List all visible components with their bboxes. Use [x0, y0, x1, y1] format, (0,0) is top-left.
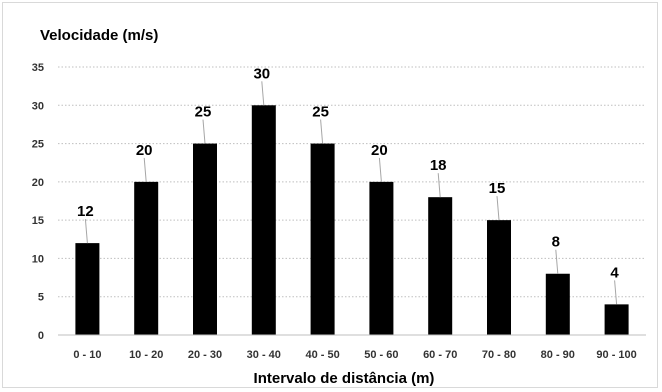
- data-label: 4: [610, 264, 619, 281]
- y-tick-label: 15: [32, 215, 44, 227]
- bar: [604, 304, 629, 335]
- data-label: 8: [552, 234, 560, 251]
- x-tick-label: 60 - 70: [423, 349, 457, 361]
- bar: [134, 181, 159, 335]
- x-tick-label: 0 - 10: [73, 349, 101, 361]
- x-tick-label: 90 - 100: [596, 349, 636, 361]
- label-leader-lines: [84, 81, 618, 305]
- bar: [487, 220, 511, 335]
- leader-line: [496, 196, 500, 221]
- leader-line: [261, 81, 265, 106]
- y-tick-label: 0: [38, 330, 44, 342]
- x-tick-label: 70 - 80: [482, 349, 516, 361]
- bar: [310, 143, 335, 335]
- y-tick-labels: 0 5 10 15 20 25 30 35: [32, 62, 44, 342]
- data-label: 18: [430, 157, 447, 174]
- x-tick-label: 80 - 90: [541, 349, 575, 361]
- leader-line: [143, 157, 147, 182]
- bar: [75, 243, 100, 335]
- leader-line: [437, 173, 441, 198]
- bars: [75, 105, 629, 336]
- x-axis-title: Intervalo de distância (m): [254, 370, 435, 387]
- y-axis-title: Velocidade (m/s): [40, 27, 158, 44]
- x-tick-label: 10 - 20: [129, 349, 163, 361]
- leader-line: [202, 119, 206, 144]
- x-tick-label: 20 - 30: [188, 349, 222, 361]
- data-label: 25: [312, 104, 329, 121]
- data-label: 12: [77, 203, 94, 220]
- leader-line: [555, 249, 559, 274]
- x-tick-label: 50 - 60: [364, 349, 398, 361]
- x-tick-label: 40 - 50: [305, 349, 339, 361]
- y-tick-label: 10: [32, 253, 44, 265]
- y-tick-label: 20: [32, 177, 44, 189]
- data-label: 30: [253, 65, 270, 82]
- y-tick-label: 25: [32, 139, 44, 151]
- y-tick-label: 35: [32, 62, 44, 74]
- data-label: 20: [136, 142, 153, 159]
- bar: [545, 273, 570, 335]
- y-tick-label: 5: [38, 292, 44, 304]
- data-label: 15: [489, 180, 506, 197]
- leader-line: [378, 157, 382, 182]
- bar: [428, 197, 453, 335]
- data-labels: 12 20 25 30 25 20 18 15 8 4: [77, 65, 619, 281]
- bar: [193, 143, 217, 335]
- x-tick-labels: 0 - 10 10 - 20 20 - 30 30 - 40 40 - 50 50 - 6…: [73, 349, 636, 361]
- bar: [251, 105, 276, 336]
- x-tick-label: 30 - 40: [247, 349, 281, 361]
- leader-line: [84, 219, 88, 244]
- data-label: 25: [195, 104, 212, 121]
- leader-line: [320, 119, 324, 144]
- leader-line: [614, 280, 618, 305]
- bar: [369, 181, 394, 335]
- data-label: 20: [371, 142, 388, 159]
- y-tick-label: 30: [32, 100, 44, 112]
